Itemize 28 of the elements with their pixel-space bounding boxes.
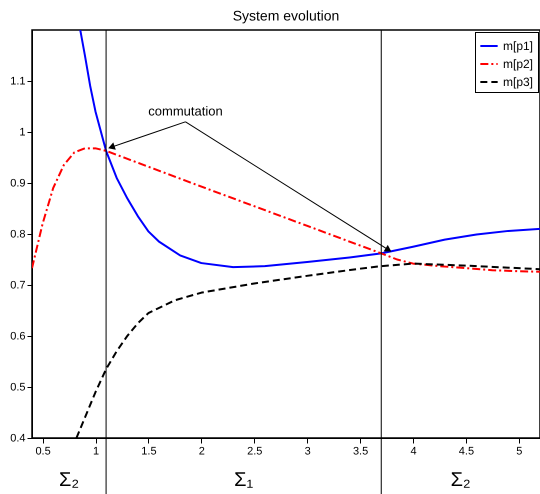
text: Σ₁ — [234, 469, 254, 491]
x-tick-label: 3.5 — [352, 446, 368, 458]
y-tick-label: 1 — [19, 126, 26, 138]
annotation: commutation — [148, 104, 223, 119]
x-tick-label: 5 — [516, 446, 522, 458]
x-tick-label: 2.5 — [247, 446, 262, 458]
legend-label: m[p2] — [503, 57, 534, 71]
y-tick-label: 0.5 — [10, 382, 26, 394]
line-series — [32, 147, 540, 273]
line-series — [79, 30, 540, 268]
legend-label: m[p1] — [503, 39, 534, 53]
text: Σ₂ — [450, 469, 471, 491]
y-tick-label: 0.6 — [10, 330, 26, 342]
text: Σ₂ — [58, 469, 80, 491]
x-tick-label: 4 — [410, 446, 417, 458]
x-tick-label: 3 — [304, 446, 311, 458]
x-tick-label: 2 — [198, 446, 205, 458]
y-tick-label: 0.4 — [10, 432, 26, 444]
y-tick-label: 0.9 — [10, 178, 26, 190]
y-tick-label: 1.1 — [10, 76, 26, 88]
y-tick-label: 0.7 — [10, 280, 26, 292]
legend-label: m[p3] — [503, 75, 534, 89]
x-tick-label: 1 — [92, 446, 100, 458]
x-tick-label: 1.5 — [141, 446, 157, 458]
x-tick-label: 0.5 — [35, 446, 51, 458]
y-tick-label: 0.8 — [10, 228, 26, 240]
x-tick-label: 4.5 — [458, 446, 474, 458]
chart-title: System evolution — [232, 8, 340, 24]
